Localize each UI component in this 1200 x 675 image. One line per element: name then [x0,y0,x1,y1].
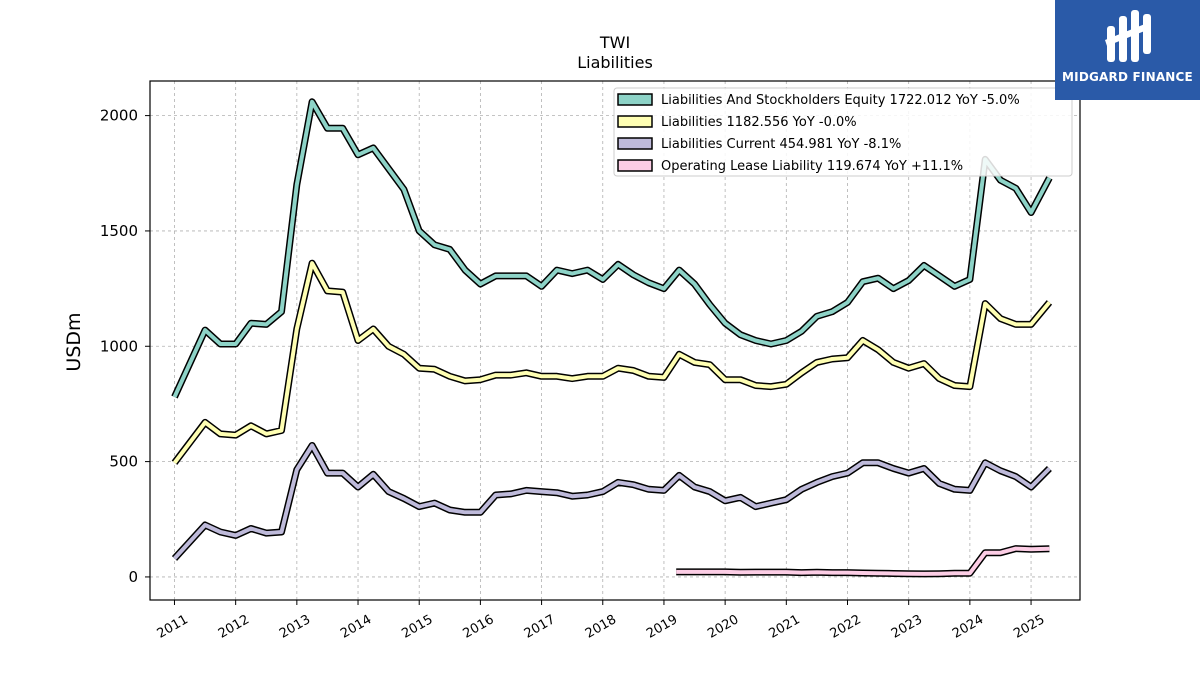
x-tick-label: 2021 [766,612,802,642]
y-tick-label: 1500 [100,222,138,240]
series-layer [171,98,1053,578]
x-tick-label: 2011 [155,612,191,642]
series-2-outline [171,442,1052,561]
x-tick-label: 2014 [338,612,374,642]
x-tick-label: 2025 [1011,612,1047,642]
legend-swatch-3 [617,159,653,172]
x-ticks: 2011 2012 2013 2014 2015 2016 2017 2018 2019 2020… [155,600,1047,642]
x-tick-label: 2016 [461,612,497,642]
logo-text: MIDGARD FINANCE [1062,70,1193,84]
logo-mark-icon [1105,10,1151,62]
legend-swatch-0 [617,93,653,106]
legend-box [613,87,1073,177]
x-tick-label: 2012 [216,612,252,642]
legend-label-0: Liabilities And Stockholders Equity 1722… [661,93,1020,108]
y-ticks: 0 500 1000 1500 2000 [100,107,150,586]
plot-frame [149,80,1081,601]
x-tick-label: 2017 [522,612,558,642]
midgard-finance-logo: MIDGARD FINANCE [1055,0,1200,100]
y-tick-label: 1000 [100,337,138,355]
legend: Liabilities And Stockholders Equity 1722… [613,87,1073,177]
x-tick-label: 2020 [705,612,741,642]
x-tick-label: 2024 [950,612,986,642]
chart-subtitle: Liabilities [577,53,653,72]
y-tick-label: 500 [109,453,138,471]
series-2-line [173,443,1051,560]
legend-swatch-2 [617,137,653,150]
x-tick-label: 2013 [277,612,313,642]
legend-swatch-1 [617,115,653,128]
y-tick-label: 2000 [100,107,138,125]
x-tick-label: 2022 [828,612,864,642]
y-axis-label: USDm [63,312,85,371]
series-1-line [172,261,1051,465]
series-3-line [676,546,1050,576]
legend-label-1: Liabilities 1182.556 YoY -0.0% [661,115,857,130]
x-tick-label: 2023 [889,612,925,642]
x-tick-label: 2018 [583,612,619,642]
x-tick-label: 2015 [399,612,435,642]
x-tick-label: 2019 [644,612,680,642]
legend-label-2: Liabilities Current 454.981 YoY -8.1% [661,137,901,152]
chart-title: TWI [599,33,630,52]
series-0-line [172,99,1052,398]
legend-label-3: Operating Lease Liability 119.674 YoY +1… [661,159,963,174]
y-tick-label: 0 [128,568,138,586]
